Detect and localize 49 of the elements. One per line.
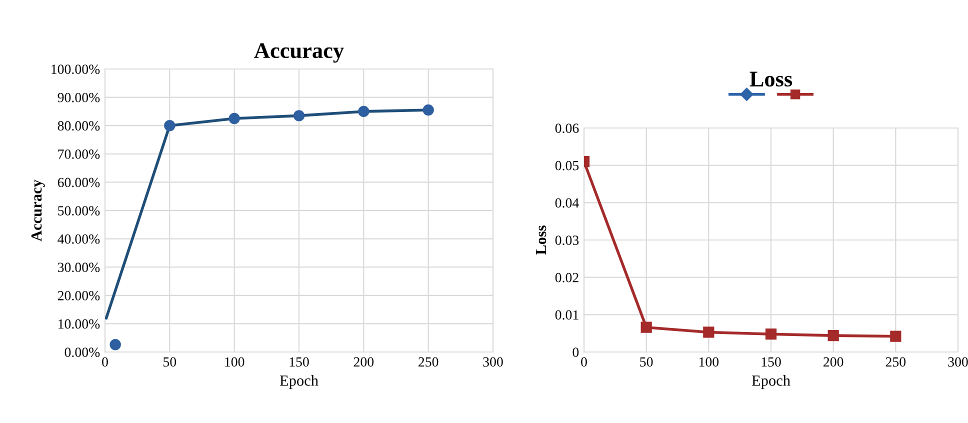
x-tick-label: 0 bbox=[102, 357, 108, 367]
point bbox=[293, 110, 305, 122]
y-tick-label: 80.00% bbox=[58, 121, 100, 131]
y-tick-label: 70.00% bbox=[58, 149, 100, 159]
x-tick-label: 50 bbox=[640, 357, 653, 367]
y-tick-label: 100.00% bbox=[52, 64, 100, 74]
x-tick-label: 250 bbox=[418, 357, 438, 367]
y-tick-label: 50.00% bbox=[58, 206, 100, 216]
y-tick-label: 60.00% bbox=[58, 178, 100, 188]
x-axis-title: Epoch bbox=[752, 375, 790, 389]
y-tick-label: 30.00% bbox=[58, 262, 100, 272]
point bbox=[640, 322, 652, 333]
x-tick-label: 0 bbox=[581, 357, 587, 367]
y-tick-label: 90.00% bbox=[58, 92, 100, 102]
x-tick-label: 300 bbox=[948, 357, 968, 367]
point bbox=[703, 326, 714, 338]
x-axis-title: Epoch bbox=[280, 375, 318, 389]
y-tick-label: 0.00% bbox=[64, 348, 100, 358]
y-tick-label: 10.00% bbox=[58, 319, 100, 329]
point bbox=[828, 330, 839, 342]
x-tick-label: 150 bbox=[290, 357, 309, 367]
x-tick-label: 100 bbox=[699, 357, 719, 367]
chart-title: Loss bbox=[750, 72, 792, 87]
point bbox=[422, 104, 434, 116]
y-tick-label: 0.06 bbox=[555, 124, 579, 134]
x-tick-label: 100 bbox=[225, 357, 244, 367]
y-tick-label: 0.01 bbox=[555, 310, 578, 320]
y-tick-label: 0.02 bbox=[555, 272, 578, 282]
x-tick-label: 150 bbox=[762, 357, 781, 367]
y-tick-label: 0 bbox=[572, 348, 579, 357]
x-tick-label: 200 bbox=[354, 357, 374, 367]
y-axis-title: Loss bbox=[536, 226, 546, 255]
y-axis-title: Accuracy bbox=[31, 180, 45, 242]
x-tick-label: 200 bbox=[824, 357, 844, 367]
y-tick-label: 20.00% bbox=[58, 290, 100, 300]
y-tick-label: 40.00% bbox=[58, 234, 100, 244]
x-tick-label: 50 bbox=[164, 357, 176, 367]
y-tick-label: 0.05 bbox=[555, 160, 579, 170]
point bbox=[110, 339, 121, 350]
point bbox=[358, 106, 370, 118]
point bbox=[890, 330, 902, 342]
y-tick-label: 0.04 bbox=[555, 198, 579, 208]
point bbox=[164, 120, 176, 132]
x-tick-label: 300 bbox=[483, 357, 503, 367]
point bbox=[765, 328, 777, 340]
chart-title: Accuracy bbox=[254, 43, 344, 63]
y-tick-label: 0.03 bbox=[555, 236, 579, 246]
point bbox=[228, 112, 240, 124]
x-tick-label: 250 bbox=[886, 357, 906, 367]
